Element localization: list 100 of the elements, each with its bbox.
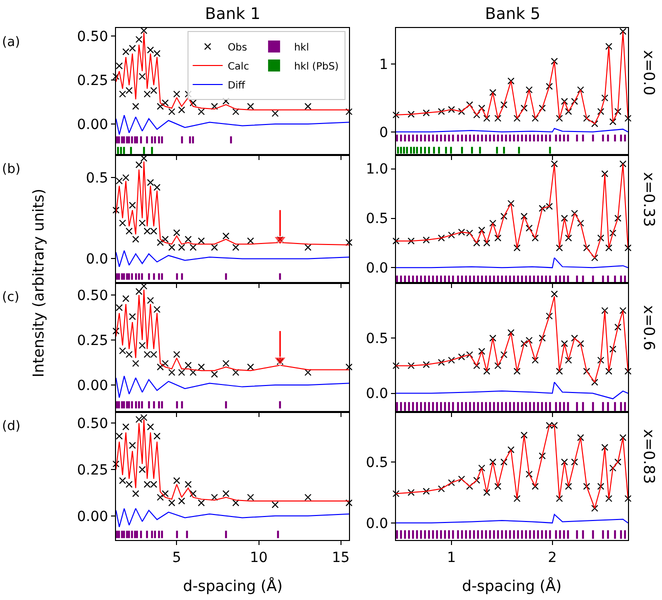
y-tick-label: 0.5 — [366, 331, 388, 348]
point — [546, 312, 553, 320]
point — [489, 89, 496, 96]
y-tick-label: 0.00 — [77, 116, 108, 133]
legend-label: Obs — [228, 42, 248, 54]
point — [564, 482, 572, 490]
point — [122, 174, 130, 182]
point — [514, 244, 521, 252]
point — [448, 479, 455, 486]
point — [122, 423, 130, 430]
point — [583, 482, 590, 490]
point — [132, 490, 140, 498]
x-tick-label: 1 — [447, 550, 456, 566]
point — [272, 501, 279, 508]
point — [346, 238, 352, 246]
point — [168, 368, 176, 376]
point — [546, 82, 553, 90]
point — [222, 360, 230, 367]
x-tick-label: 5 — [172, 550, 182, 566]
point — [507, 446, 514, 454]
y-tick-label: 0.25 — [77, 72, 108, 89]
point — [222, 232, 230, 240]
point — [614, 458, 622, 466]
point — [438, 358, 445, 366]
point — [132, 102, 140, 110]
point — [458, 476, 466, 483]
point — [178, 244, 186, 251]
point — [210, 370, 218, 378]
line-series — [116, 289, 349, 372]
point — [478, 348, 486, 355]
point — [198, 237, 205, 244]
point — [146, 179, 154, 186]
line-series — [396, 30, 628, 124]
point — [489, 220, 496, 227]
point — [526, 336, 533, 344]
point — [605, 495, 612, 502]
text: (b) — [2, 162, 20, 177]
point — [408, 237, 415, 244]
point — [466, 351, 474, 358]
line-series — [396, 163, 628, 258]
point — [560, 340, 568, 348]
y-tick-label: 0.00 — [77, 378, 108, 394]
point — [190, 490, 197, 498]
point — [500, 101, 508, 108]
point — [304, 494, 312, 501]
point — [210, 102, 218, 110]
point — [473, 239, 480, 246]
point — [494, 482, 502, 490]
point — [601, 307, 608, 314]
point — [556, 368, 563, 375]
point — [422, 488, 430, 495]
point — [564, 108, 572, 116]
point — [119, 477, 126, 484]
text: x=0.33 — [640, 172, 658, 227]
point — [538, 104, 546, 112]
point — [154, 432, 161, 440]
point — [392, 362, 400, 370]
point — [526, 224, 533, 232]
point — [609, 464, 616, 472]
point — [162, 360, 169, 367]
point — [538, 334, 546, 342]
line-series — [396, 296, 628, 383]
chart-title: Bank 5 — [485, 4, 540, 23]
x-tick-label: 15 — [332, 550, 350, 566]
line-series — [116, 160, 349, 246]
point — [162, 99, 169, 106]
point — [126, 87, 133, 94]
point — [112, 460, 120, 468]
line-series — [116, 418, 349, 502]
point — [532, 114, 539, 122]
y-tick-label: 0.50 — [77, 288, 108, 304]
point — [532, 356, 539, 364]
point — [619, 434, 626, 442]
point — [126, 228, 133, 235]
line-series — [116, 376, 349, 398]
point — [210, 494, 218, 501]
legend-label: Calc — [228, 61, 250, 72]
text: x=0.83 — [640, 429, 658, 484]
point — [473, 111, 480, 118]
point — [168, 499, 176, 506]
point — [116, 432, 123, 440]
point — [138, 220, 146, 227]
point — [304, 102, 312, 110]
point — [132, 360, 140, 367]
line-series — [396, 514, 628, 524]
point — [184, 362, 192, 369]
point — [168, 244, 176, 251]
point — [597, 482, 604, 490]
point — [619, 28, 626, 35]
text: x=0.0 — [640, 50, 658, 96]
point — [178, 498, 186, 505]
point — [126, 480, 133, 488]
point — [520, 432, 528, 439]
point — [162, 490, 169, 498]
point — [272, 110, 279, 117]
point — [119, 220, 126, 227]
point — [232, 244, 240, 251]
point — [601, 170, 608, 178]
point — [556, 244, 563, 252]
y-tick-label: 0.50 — [77, 28, 108, 45]
